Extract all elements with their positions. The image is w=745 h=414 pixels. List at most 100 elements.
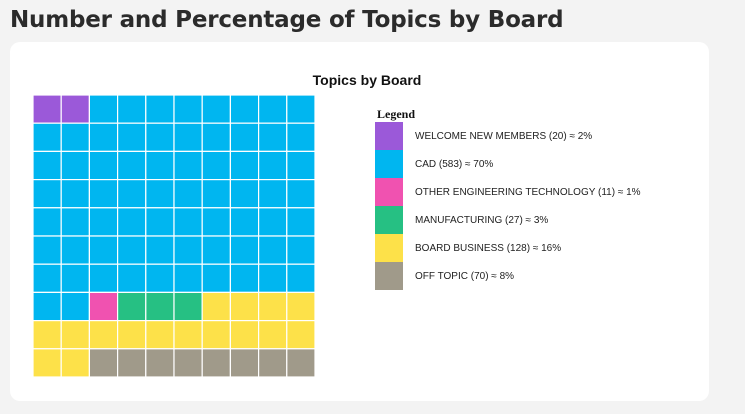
waffle-square-cad: [60, 150, 91, 181]
waffle-square-cad: [286, 235, 316, 265]
waffle-square-cad: [201, 235, 231, 265]
waffle-square-cad: [258, 263, 288, 293]
waffle-square-cad: [258, 235, 288, 265]
waffle-square-board-business: [145, 320, 175, 350]
legend-item: OTHER ENGINEERING TECHNOLOGY (11) ≈ 1%: [375, 178, 641, 206]
legend-item: MANUFACTURING (27) ≈ 3%: [375, 206, 548, 234]
legend-item: OFF TOPIC (70) ≈ 8%: [375, 262, 514, 290]
waffle-square-cad: [145, 263, 175, 293]
waffle-square-cad: [145, 122, 175, 152]
waffle-square-cad: [60, 122, 91, 152]
chart-title: Topics by Board: [312, 72, 422, 88]
waffle-square-cad: [258, 207, 288, 237]
waffle-square-board-business: [201, 291, 231, 322]
waffle-square-cad: [229, 122, 260, 152]
waffle-square-cad: [286, 122, 316, 152]
chart-card: Topics by Board Legend WELCOME NEW MEMBE…: [10, 42, 709, 401]
waffle-square-off-topic: [116, 348, 147, 378]
waffle-square-cad: [145, 235, 175, 265]
waffle-square-cad: [145, 179, 175, 209]
waffle-square-cad: [32, 150, 62, 181]
waffle-square-off-topic: [201, 348, 231, 378]
waffle-square-cad: [116, 235, 147, 265]
legend-label: OTHER ENGINEERING TECHNOLOGY (11) ≈ 1%: [415, 186, 641, 198]
waffle-square-cad: [32, 179, 62, 209]
waffle-square-cad: [116, 150, 147, 181]
waffle-square-manufacturing: [145, 291, 175, 322]
waffle-square-cad: [32, 291, 62, 322]
waffle-square-cad: [229, 263, 260, 293]
legend-item: BOARD BUSINESS (128) ≈ 16%: [375, 234, 561, 262]
legend-label: WELCOME NEW MEMBERS (20) ≈ 2%: [415, 130, 593, 142]
waffle-square-cad: [60, 235, 91, 265]
waffle-square-cad: [258, 94, 288, 124]
legend-swatch: [375, 234, 403, 262]
waffle-square-welcome-new-members: [60, 94, 91, 124]
waffle-square-cad: [229, 150, 260, 181]
waffle-square-cad: [145, 150, 175, 181]
waffle-square-other-engineering-technology: [88, 291, 119, 322]
waffle-square-cad: [229, 235, 260, 265]
legend-swatch: [375, 178, 403, 206]
waffle-square-cad: [173, 207, 203, 237]
waffle-square-cad: [32, 235, 62, 265]
waffle-square-cad: [258, 122, 288, 152]
waffle-square-off-topic: [88, 348, 119, 378]
waffle-square-cad: [229, 207, 260, 237]
legend-label: OFF TOPIC (70) ≈ 8%: [415, 270, 515, 282]
waffle-square-cad: [286, 150, 316, 181]
legend-title: Legend: [377, 107, 416, 121]
waffle-square-cad: [60, 263, 91, 293]
legend-label: BOARD BUSINESS (128) ≈ 16%: [415, 242, 562, 254]
waffle-square-cad: [201, 263, 231, 293]
waffle-square-cad: [88, 122, 119, 152]
waffle-square-board-business: [286, 320, 316, 350]
waffle-square-off-topic: [145, 348, 175, 378]
legend-swatch: [375, 150, 403, 178]
waffle-square-board-business: [60, 320, 91, 350]
waffle-square-cad: [173, 235, 203, 265]
waffle-square-cad: [145, 94, 175, 124]
waffle-square-board-business: [116, 320, 147, 350]
waffle-square-board-business: [229, 320, 260, 350]
waffle-square-cad: [60, 291, 91, 322]
waffle-square-cad: [116, 122, 147, 152]
waffle-square-cad: [60, 179, 91, 209]
waffle-square-cad: [88, 179, 119, 209]
waffle-square-cad: [229, 94, 260, 124]
waffle-square-cad: [201, 94, 231, 124]
waffle-square-manufacturing: [116, 291, 147, 322]
waffle-square-cad: [201, 179, 231, 209]
legend-label: MANUFACTURING (27) ≈ 3%: [415, 214, 549, 226]
waffle-square-cad: [32, 122, 62, 152]
waffle-square-cad: [173, 94, 203, 124]
waffle-square-board-business: [88, 320, 119, 350]
waffle-square-board-business: [258, 291, 288, 322]
waffle-square-cad: [88, 263, 119, 293]
waffle-square-cad: [32, 207, 62, 237]
waffle-square-cad: [88, 94, 119, 124]
legend-swatch: [375, 206, 403, 234]
waffle-square-board-business: [32, 348, 62, 378]
waffle-square-board-business: [229, 291, 260, 322]
waffle-square-cad: [229, 179, 260, 209]
waffle-square-welcome-new-members: [32, 94, 62, 124]
waffle-square-cad: [116, 207, 147, 237]
waffle-square-cad: [258, 179, 288, 209]
waffle-square-off-topic: [258, 348, 288, 378]
waffle-square-cad: [173, 122, 203, 152]
waffle-square-off-topic: [173, 348, 203, 378]
waffle-square-cad: [286, 207, 316, 237]
legend-swatch: [375, 122, 403, 150]
waffle-square-cad: [286, 263, 316, 293]
waffle-square-board-business: [201, 320, 231, 350]
waffle-square-board-business: [60, 348, 91, 378]
waffle-square-cad: [286, 179, 316, 209]
legend-swatch: [375, 262, 403, 290]
waffle-square-cad: [116, 94, 147, 124]
legend-item: CAD (583) ≈ 70%: [375, 150, 493, 178]
waffle-square-cad: [88, 207, 119, 237]
waffle-square-cad: [286, 94, 316, 124]
waffle-square-cad: [173, 263, 203, 293]
waffle-chart: [32, 94, 316, 378]
